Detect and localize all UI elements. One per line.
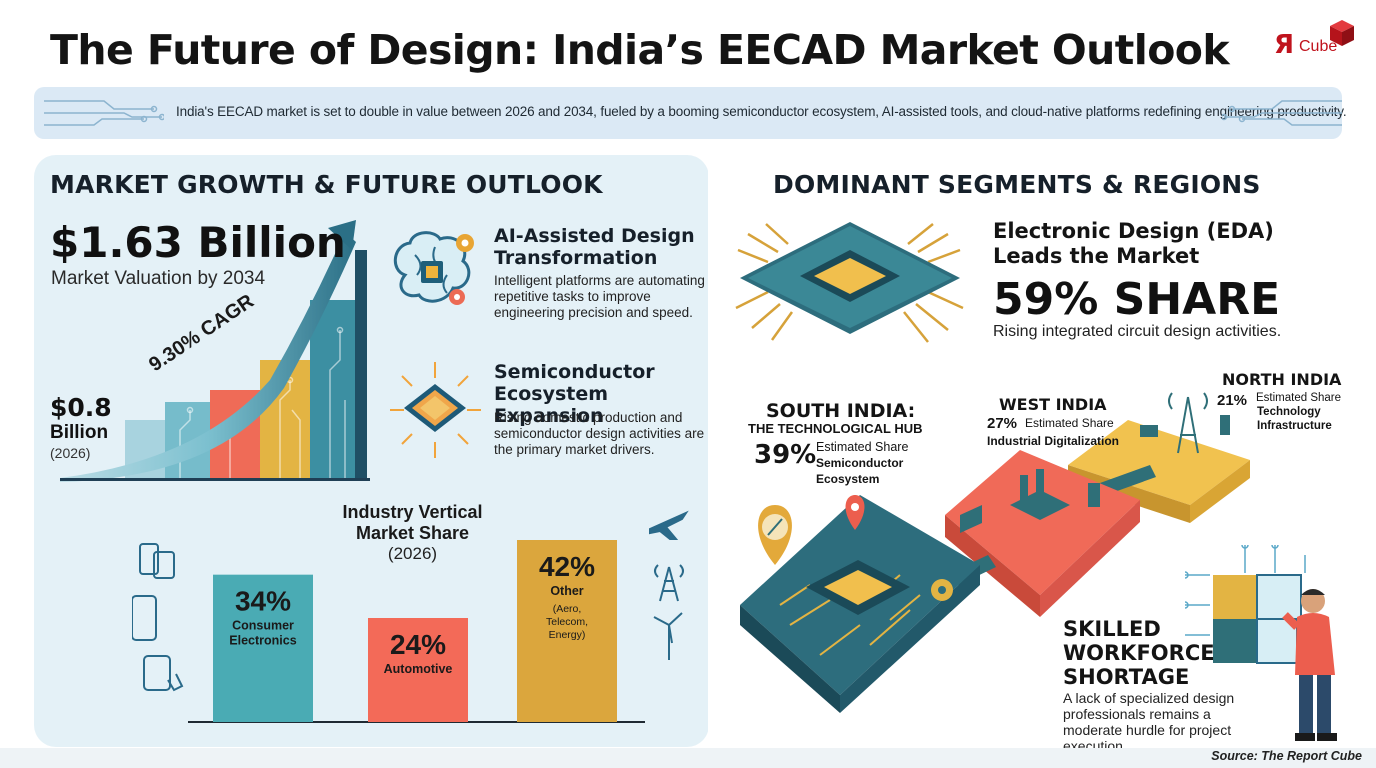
market-growth-heading: MARKET GROWTH & FUTURE OUTLOOK bbox=[50, 170, 603, 199]
growth-column-6 bbox=[355, 250, 367, 478]
report-cube-logo: Я Cube bbox=[1272, 18, 1362, 64]
telecom-tower-icon bbox=[659, 566, 679, 602]
eda-share-value: 59% SHARE bbox=[993, 274, 1281, 325]
market-value-2034: $1.63 Billion bbox=[50, 218, 346, 267]
south-india-segment-1: Semiconductor bbox=[816, 456, 904, 470]
bar-2 bbox=[368, 618, 468, 722]
eda-title-line-2: Leads the Market bbox=[993, 244, 1200, 268]
device-icons-left bbox=[132, 543, 184, 692]
south-india-est-label: Estimated Share bbox=[816, 440, 909, 454]
eda-chip-icon bbox=[735, 222, 964, 343]
regional-map-graphic bbox=[740, 392, 1250, 713]
market-value-2026-unit: Billion bbox=[50, 422, 109, 443]
tablet-icon bbox=[132, 595, 157, 641]
market-value-2026-year: (2026) bbox=[50, 445, 91, 461]
circuit-lines-right-icon bbox=[1222, 100, 1342, 126]
person-shirt bbox=[1295, 613, 1335, 675]
bar-note-3-3: Energy) bbox=[549, 629, 586, 641]
bar-category-label-1-2: Electronics bbox=[229, 634, 296, 648]
airplane-icon bbox=[649, 510, 689, 540]
puzzle-piece-yellow bbox=[1213, 575, 1257, 619]
west-india-share: 27% bbox=[987, 415, 1018, 432]
skill-title-line-1: SKILLED bbox=[1063, 617, 1161, 641]
bar-value-label-2: 24% bbox=[390, 629, 446, 660]
south-india-name: SOUTH INDIA: bbox=[766, 400, 916, 422]
eda-title-line-1: Electronic Design (EDA) bbox=[993, 219, 1274, 243]
workforce-puzzle-graphic bbox=[1185, 545, 1337, 741]
segments-heading: DOMINANT SEGMENTS & REGIONS bbox=[773, 170, 1261, 199]
footer-bar: Source: The Report Cube bbox=[0, 748, 1376, 768]
bar-note-3-1: (Aero, bbox=[553, 603, 582, 615]
touch-icon bbox=[143, 655, 171, 691]
north-india-segment-1: Technology bbox=[1257, 406, 1321, 418]
brain-chip-icon bbox=[394, 231, 474, 305]
growth-arrow-head bbox=[328, 220, 356, 250]
bar-note-3-2: Telecom, bbox=[546, 616, 588, 628]
north-india-est-label: Estimated Share bbox=[1256, 392, 1342, 404]
market-value-2026: $0.8 bbox=[50, 393, 112, 422]
growth-curve-graphic bbox=[60, 220, 370, 482]
west-india-est-label: Estimated Share bbox=[1025, 416, 1114, 430]
ai-feature-title: AI-Assisted Design Transformation bbox=[494, 225, 695, 269]
summary-banner: India's EECAD market is set to double in… bbox=[34, 87, 1347, 139]
industry-chart-year: (2026) bbox=[387, 544, 438, 563]
skill-title-line-3: SHORTAGE bbox=[1063, 665, 1190, 689]
bar-category-label-3: Other bbox=[550, 584, 583, 598]
north-india-segment-2: Infrastructure bbox=[1257, 420, 1332, 432]
ai-feature-body: Intelligent platforms are automating rep… bbox=[494, 273, 705, 320]
north-tower-icon bbox=[1177, 396, 1199, 454]
eda-title: Electronic Design (EDA) Leads the Market bbox=[993, 219, 1274, 269]
glowing-chip-icon bbox=[390, 362, 481, 458]
semiconductor-feature-title: Semiconductor Ecosystem Expansion bbox=[494, 361, 655, 427]
banner-text: India's EECAD market is set to double in… bbox=[176, 104, 1347, 119]
industry-chart-title: Industry Vertical Market Share bbox=[342, 502, 483, 543]
south-india-subtitle: THE TECHNOLOGICAL HUB bbox=[748, 421, 923, 436]
bar-value-label-1: 34% bbox=[235, 586, 291, 617]
north-india-name: NORTH INDIA bbox=[1222, 370, 1342, 389]
source-credit: Source: The Report Cube bbox=[1211, 749, 1362, 763]
bar-category-label-1-1: Consumer bbox=[232, 619, 294, 633]
logo-letter: Я bbox=[1274, 30, 1295, 60]
south-india-share: 39% bbox=[754, 440, 817, 470]
circuit-lines-left-icon bbox=[44, 100, 164, 126]
bar-value-label-3: 42% bbox=[539, 551, 595, 582]
wind-turbine-icon bbox=[653, 612, 683, 660]
market-value-2034-label: Market Valuation by 2034 bbox=[51, 268, 266, 289]
eda-description: Rising integrated circuit design activit… bbox=[993, 323, 1282, 340]
semiconductor-feature-body: Rising domestic production and semicondu… bbox=[494, 410, 705, 457]
page-title: The Future of Design: India’s EECAD Mark… bbox=[50, 26, 1230, 74]
north-india-share: 21% bbox=[1217, 392, 1248, 409]
bar-category-label-2: Automotive bbox=[384, 662, 453, 676]
cube-icon bbox=[1330, 20, 1354, 46]
skill-title-line-2: WORKFORCE bbox=[1063, 641, 1215, 665]
skill-shortage-title: SKILLED WORKFORCE SHORTAGE bbox=[1063, 617, 1215, 689]
logo-text: Cube bbox=[1299, 38, 1338, 55]
west-india-name: WEST INDIA bbox=[999, 395, 1107, 414]
bar-3 bbox=[517, 540, 617, 722]
north-server-icon bbox=[1140, 425, 1158, 437]
location-pin-icon bbox=[845, 495, 865, 530]
industry-icons-right bbox=[649, 510, 689, 660]
growth-baseline bbox=[60, 478, 370, 481]
south-india-segment-2: Ecosystem bbox=[816, 472, 880, 486]
bar-1 bbox=[213, 574, 313, 722]
growth-column-5 bbox=[310, 300, 355, 478]
phone-icon bbox=[139, 543, 159, 575]
west-india-segment: Industrial Digitalization bbox=[987, 434, 1120, 448]
west-factory-icon bbox=[960, 469, 1100, 533]
skill-shortage-body: A lack of specialized design professiona… bbox=[1063, 690, 1235, 754]
growth-arrow-band bbox=[60, 232, 356, 482]
